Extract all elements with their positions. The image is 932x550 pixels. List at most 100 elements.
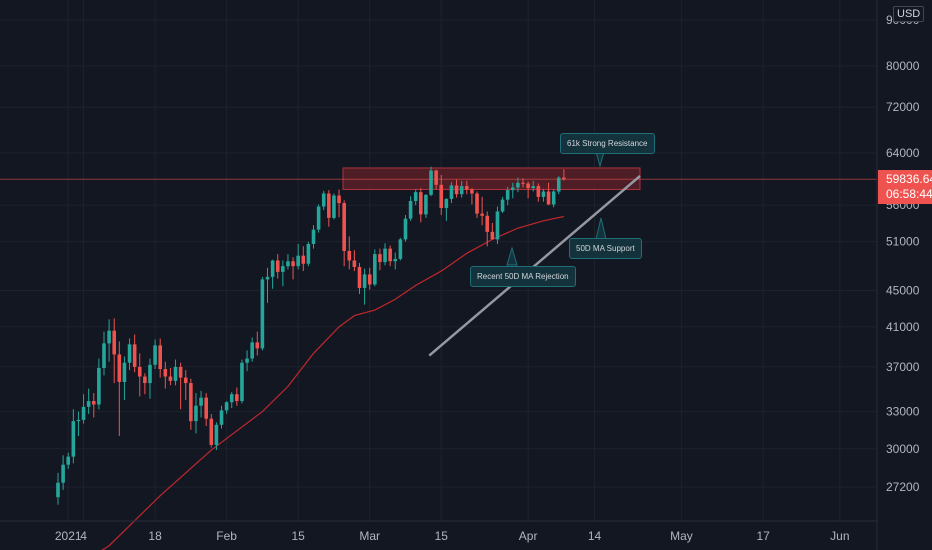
candle-body [465, 186, 469, 190]
candle-body [235, 394, 239, 402]
candle-body [562, 177, 566, 180]
resistance-zone [342, 167, 641, 190]
candle-body [408, 201, 413, 219]
candle-body [183, 377, 188, 384]
candle-body [332, 195, 336, 218]
candle-body [449, 185, 454, 199]
candle-body [127, 344, 132, 363]
candle-body [107, 330, 111, 344]
candle-body [204, 397, 208, 419]
candle-body [383, 248, 387, 263]
candle-body [260, 279, 265, 349]
time-tick-label: 4 [80, 529, 87, 543]
candle-body [388, 248, 392, 262]
countdown-timer: 06:58:44 [886, 187, 932, 201]
candle-body [270, 260, 275, 277]
rejection-annotation[interactable]: Recent 50D MA Rejection [470, 266, 576, 287]
candle-body [286, 261, 290, 267]
candle-body [122, 362, 127, 382]
price-tick-label: 45000 [886, 284, 920, 298]
support-annotation[interactable]: 50D MA Support [569, 238, 642, 259]
candle-body [342, 203, 346, 251]
candle-body [475, 193, 479, 214]
candle-body [178, 366, 183, 378]
price-tick-label: 41000 [886, 320, 920, 334]
time-tick-label: Apr [519, 529, 538, 543]
candle-body [306, 243, 311, 264]
candle-body [132, 344, 137, 367]
candle-body [536, 186, 541, 197]
candle-body [470, 189, 474, 194]
price-tick-label: 51000 [886, 235, 920, 249]
candle-body [403, 218, 408, 240]
candle-body [434, 170, 438, 185]
candle-body [153, 345, 157, 365]
time-tick-label: 15 [291, 529, 305, 543]
time-tick-label: 18 [148, 529, 162, 543]
rejection-pointer [506, 246, 518, 266]
candle-body [352, 260, 357, 267]
candle-body [76, 419, 81, 422]
candle-body [556, 177, 561, 192]
currency-button[interactable]: USD [893, 6, 925, 22]
time-tick-label: 15 [435, 529, 449, 543]
candle-body [296, 255, 300, 267]
resistance-pointer [595, 151, 605, 168]
candle-body [173, 366, 178, 381]
candle-body [541, 191, 546, 197]
price-tick-label: 33000 [886, 405, 920, 419]
candle-body [362, 274, 367, 288]
candle-body [516, 182, 520, 188]
candle-body [444, 198, 449, 208]
candle-body [327, 193, 331, 218]
price-grid [0, 0, 877, 521]
time-tick-label: Feb [216, 529, 237, 543]
price-tick-label: 64000 [886, 146, 920, 160]
candle-body [459, 186, 464, 195]
candle-body [102, 343, 106, 368]
time-tick-label: 2021 [55, 529, 82, 543]
candle-body [413, 192, 418, 202]
candle-body [316, 206, 321, 230]
price-tick-label: 37000 [886, 360, 920, 374]
time-tick-label: Jun [830, 529, 849, 543]
candle-body [367, 274, 372, 285]
last-price-value: 59836.64 [886, 172, 932, 186]
candle-body [419, 192, 423, 215]
resistance-annotation[interactable]: 61k Strong Resistance [560, 133, 655, 154]
candle-body [163, 369, 168, 377]
candle-body [490, 231, 495, 240]
candle-body [454, 185, 459, 195]
candle-body [71, 421, 76, 457]
candle-body [546, 191, 551, 205]
candle-body [91, 401, 96, 405]
candle-body [224, 402, 229, 411]
candle-body [143, 376, 147, 384]
candle-body [357, 266, 362, 288]
candle-body [112, 330, 117, 355]
support-pointer [595, 217, 607, 240]
candle-body [97, 367, 101, 405]
candle-body [81, 406, 86, 420]
candle-body [337, 195, 341, 204]
candle-body [148, 364, 152, 384]
candle-body [321, 193, 326, 207]
candle-body [245, 358, 249, 363]
candle-body [61, 464, 65, 483]
trendline[interactable] [428, 175, 641, 357]
candle-body [56, 482, 60, 498]
candle-body [311, 229, 316, 244]
price-tick-label: 30000 [886, 442, 920, 456]
candle-body [137, 366, 142, 377]
candle-body [485, 215, 490, 232]
price-tick-label: 27200 [886, 480, 920, 494]
candle-body [240, 362, 244, 402]
candle-body [265, 276, 270, 280]
time-tick-label: May [670, 529, 693, 543]
candle-body [429, 170, 433, 195]
price-tick-label: 72000 [886, 100, 920, 114]
candle-body [229, 394, 234, 403]
price-axis[interactable]: 2720030000330003700041000450005100056000… [886, 13, 920, 494]
